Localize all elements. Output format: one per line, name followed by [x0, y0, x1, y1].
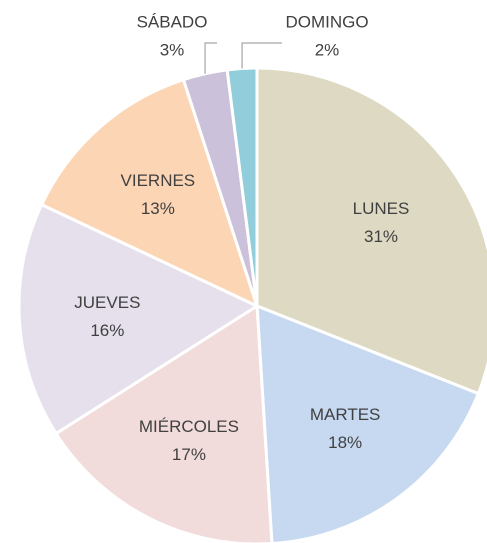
pie-slice — [53, 303, 274, 543]
pie-slice — [17, 202, 261, 436]
slice-label: JUEVES — [74, 293, 140, 312]
slice-label: MARTES — [310, 405, 381, 424]
slice-value-label: 31% — [364, 227, 398, 246]
slice-label: MIÉRCOLES — [139, 417, 239, 436]
pie-slice — [255, 303, 481, 543]
slice-label: LUNES — [353, 199, 410, 218]
slice-label: DOMINGO — [285, 12, 368, 31]
slice-value-label: 2% — [315, 40, 340, 59]
pie-slice — [255, 66, 487, 396]
pie-slice — [39, 77, 260, 309]
pie-slice — [225, 66, 259, 307]
slice-label: SÁBADO — [137, 12, 208, 31]
slice-value-label: 3% — [160, 40, 185, 59]
leader-line — [241, 42, 282, 69]
slice-value-label: 18% — [328, 433, 362, 452]
slice-label: VIERNES — [121, 171, 196, 190]
slice-value-label: 16% — [90, 321, 124, 340]
slice-value-label: 13% — [141, 199, 175, 218]
slice-value-label: 17% — [172, 445, 206, 464]
leader-line — [204, 42, 217, 74]
